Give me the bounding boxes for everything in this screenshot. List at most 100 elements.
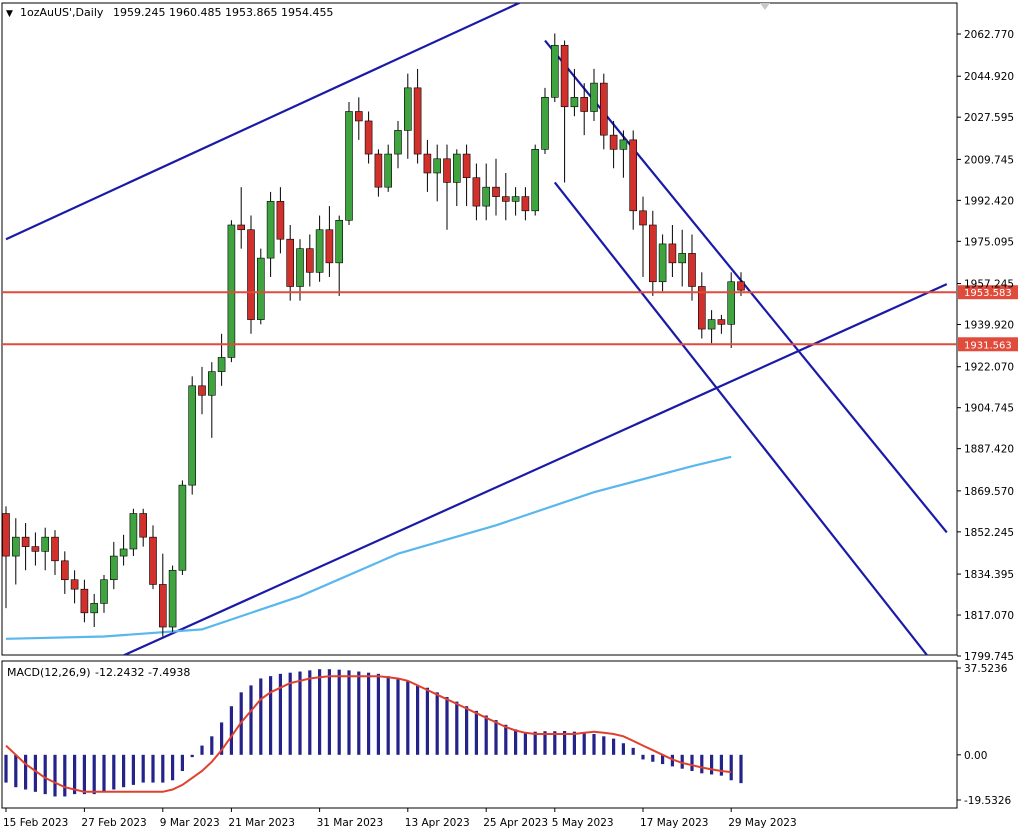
macd-hist-bar bbox=[690, 754, 694, 772]
macd-hist-bar bbox=[141, 754, 145, 783]
candle-body bbox=[697, 286, 706, 330]
macd-hist-bar bbox=[337, 669, 341, 755]
candle-body bbox=[570, 97, 579, 108]
x-tick-label: 13 Apr 2023 bbox=[405, 817, 470, 829]
candle-body bbox=[423, 153, 432, 174]
candle-body bbox=[41, 536, 50, 552]
macd-hist-bar bbox=[82, 754, 86, 795]
macd-hist-bar bbox=[602, 736, 606, 755]
candles bbox=[2, 33, 745, 637]
macd-hist-bar bbox=[288, 672, 292, 755]
channel-line bbox=[5, 3, 522, 241]
macd-hist-bar bbox=[729, 754, 733, 781]
y-tick-label: 2062.770 bbox=[964, 29, 1014, 41]
candle-body bbox=[315, 229, 324, 273]
y-tick-label: 1957.245 bbox=[964, 279, 1014, 291]
candle-body bbox=[727, 281, 736, 325]
candle-body bbox=[550, 44, 559, 98]
candle-body bbox=[60, 560, 69, 581]
candle-body bbox=[335, 219, 344, 264]
candle-body bbox=[668, 243, 677, 264]
macd-hist-bar bbox=[504, 724, 508, 755]
macd-hist-bar bbox=[719, 754, 723, 776]
macd-hist-bar bbox=[278, 673, 282, 755]
macd-hist-bar bbox=[308, 670, 312, 755]
macd-hist-bar bbox=[249, 685, 253, 755]
macd-hist-bar bbox=[63, 754, 67, 797]
candle-body bbox=[217, 357, 226, 372]
macd-hist-bar bbox=[4, 754, 8, 783]
y-tick-label: 1992.420 bbox=[964, 195, 1014, 207]
y-tick-label: 1922.070 bbox=[964, 362, 1014, 374]
candle-body bbox=[452, 153, 461, 183]
macd-tick-label: -19.5326 bbox=[964, 795, 1012, 807]
macd-hist-bar bbox=[24, 754, 28, 790]
candle-body bbox=[374, 153, 383, 188]
candle-body bbox=[472, 177, 481, 207]
macd-hist-bar bbox=[523, 732, 527, 755]
candle-body bbox=[70, 579, 79, 590]
macd-hist-bar bbox=[210, 736, 214, 755]
macd-hist-bar bbox=[445, 696, 449, 755]
collapse-arrow-icon[interactable]: ▼ bbox=[6, 9, 13, 19]
level-price-tag bbox=[958, 337, 1018, 352]
candle-body bbox=[443, 158, 451, 183]
candle-body bbox=[501, 196, 510, 202]
candle-body bbox=[707, 319, 716, 330]
level-price-tag bbox=[958, 285, 1018, 300]
macd-hist-bar bbox=[425, 687, 429, 755]
candle-body bbox=[2, 513, 10, 557]
candle-body bbox=[12, 536, 20, 557]
candle-body bbox=[639, 210, 647, 226]
macd-hist-bar bbox=[367, 672, 371, 755]
macd-panel-frame bbox=[1, 660, 958, 809]
x-tick-label: 27 Feb 2023 bbox=[81, 817, 146, 829]
x-tick-label: 29 May 2023 bbox=[728, 817, 796, 829]
candle-body bbox=[511, 196, 520, 202]
y-tick-label: 1869.570 bbox=[964, 486, 1014, 498]
candle-body bbox=[345, 111, 353, 221]
candle-body bbox=[590, 82, 598, 112]
macd-hist-bar bbox=[582, 732, 586, 755]
macd-hist-bar bbox=[592, 733, 596, 755]
candle-body bbox=[51, 536, 59, 562]
macd-hist-bar bbox=[180, 754, 184, 772]
macd-plot bbox=[4, 669, 743, 797]
macd-hist-bar bbox=[269, 676, 273, 755]
candle-body bbox=[629, 139, 638, 212]
macd-hist-bar bbox=[318, 669, 322, 755]
macd-label: MACD(12,26,9) bbox=[7, 666, 91, 679]
macd-hist-bar bbox=[661, 754, 665, 765]
macd-hist-bar bbox=[376, 673, 380, 755]
shift-marker-icon[interactable] bbox=[760, 3, 770, 10]
channel-line bbox=[544, 39, 948, 534]
macd-hist-bar bbox=[739, 754, 743, 784]
y-tick-label: 1939.920 bbox=[964, 320, 1014, 332]
x-tick-label: 21 Mar 2023 bbox=[228, 817, 295, 829]
candle-body bbox=[178, 484, 187, 571]
candle-body bbox=[678, 253, 687, 264]
macd-hist-bar bbox=[33, 754, 37, 792]
y-tick-label: 2009.745 bbox=[964, 154, 1014, 166]
y-tick-label: 2027.595 bbox=[964, 112, 1014, 124]
moving-average bbox=[5, 455, 732, 640]
macd-hist-bar bbox=[327, 669, 331, 755]
candle-body bbox=[256, 257, 265, 320]
macd-tick-label: 37.5236 bbox=[964, 663, 1008, 675]
ohlc-values: 1959.245 1960.485 1953.865 1954.455 bbox=[113, 6, 333, 19]
x-tick-label: 9 Mar 2023 bbox=[160, 817, 220, 829]
candle-body bbox=[580, 97, 589, 112]
macd-hist-bar bbox=[474, 710, 478, 755]
macd-hist-bar bbox=[514, 729, 518, 755]
candle-body bbox=[737, 281, 745, 291]
macd-hist-bar bbox=[484, 715, 488, 755]
candle-body bbox=[31, 546, 40, 552]
candle-body bbox=[560, 44, 569, 108]
macd-tick-label: 0.00 bbox=[964, 750, 987, 762]
macd-hist-bar bbox=[92, 754, 96, 795]
candle-body bbox=[688, 253, 696, 287]
candle-body bbox=[403, 87, 412, 131]
candle-body bbox=[100, 579, 108, 604]
candle-body bbox=[305, 248, 314, 273]
candle-body bbox=[394, 130, 402, 155]
